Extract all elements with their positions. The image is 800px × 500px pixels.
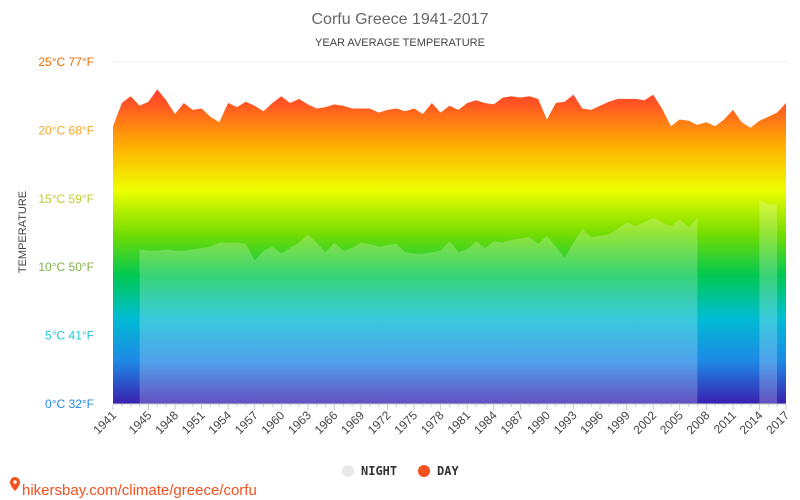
y-tick-label: 25°C 77°F <box>38 55 94 69</box>
x-tick-label: 1966 <box>312 408 341 437</box>
y-tick-label: 15°C 59°F <box>38 192 94 206</box>
x-tick-label: 1960 <box>259 408 288 437</box>
y-tick-label: 10°C 50°F <box>38 260 94 274</box>
y-tick-label: 20°C 68°F <box>38 123 94 137</box>
y-axis-ticks: 0°C 32°F 5°C 41°F 10°C 50°F 15°C 59°F 20°C 6… <box>38 55 94 411</box>
legend-item-day[interactable]: DAY <box>418 464 459 478</box>
x-tick-label: 1972 <box>365 408 394 437</box>
x-tick-label: 1951 <box>179 408 208 437</box>
x-tick-label: 1978 <box>418 408 447 437</box>
y-tick-label: 5°C 41°F <box>45 329 94 343</box>
location-pin-icon <box>10 477 20 491</box>
x-tick-label: 1999 <box>604 408 633 437</box>
x-tick-label: 1954 <box>205 408 234 437</box>
x-tick-label: 1993 <box>551 408 580 437</box>
y-axis-title: TEMPERATURE <box>17 191 29 273</box>
chart-subtitle: YEAR AVERAGE TEMPERATURE <box>315 37 485 49</box>
x-tick-label: 2017 <box>763 408 792 437</box>
night-legend-label: NIGHT <box>361 464 397 478</box>
location-pin-dot <box>13 480 17 484</box>
x-tick-label: 1984 <box>471 408 500 437</box>
x-tick-label: 1963 <box>285 408 314 437</box>
x-tick-label: 2014 <box>737 408 766 437</box>
x-tick-label: 2011 <box>711 408 739 436</box>
night-area <box>139 200 778 404</box>
source-link[interactable]: hikersbay.com/climate/greece/corfu <box>10 477 257 499</box>
source-url: hikersbay.com/climate/greece/corfu <box>22 482 257 499</box>
day-legend-marker <box>418 465 430 477</box>
chart-title: Corfu Greece 1941-2017 <box>312 11 489 28</box>
plot-areas <box>113 89 786 404</box>
x-tick-label: 1948 <box>152 408 181 437</box>
x-tick-label: 1957 <box>232 408 261 437</box>
x-tick-label: 1941 <box>90 408 119 437</box>
legend-item-night[interactable]: NIGHT <box>342 464 397 478</box>
x-tick-label: 1996 <box>577 408 606 437</box>
legend: NIGHT DAY <box>342 464 459 478</box>
x-tick-label: 1987 <box>498 408 527 437</box>
x-tick-label: 2008 <box>684 408 713 437</box>
x-tick-label: 1990 <box>524 408 553 437</box>
y-tick-label: 0°C 32°F <box>45 397 94 411</box>
day-legend-label: DAY <box>437 464 459 478</box>
day-area <box>113 89 786 404</box>
x-tick-label: 1969 <box>338 408 367 437</box>
night-legend-marker <box>342 465 354 477</box>
x-tick-label: 1945 <box>126 408 155 437</box>
x-tick-label: 2005 <box>657 408 686 437</box>
x-tick-label: 1981 <box>445 408 474 437</box>
x-tick-label: 2002 <box>631 408 660 437</box>
x-tick-label: 1975 <box>391 408 420 437</box>
x-axis: 1941 194519481951195419571960196319661969… <box>90 403 792 437</box>
